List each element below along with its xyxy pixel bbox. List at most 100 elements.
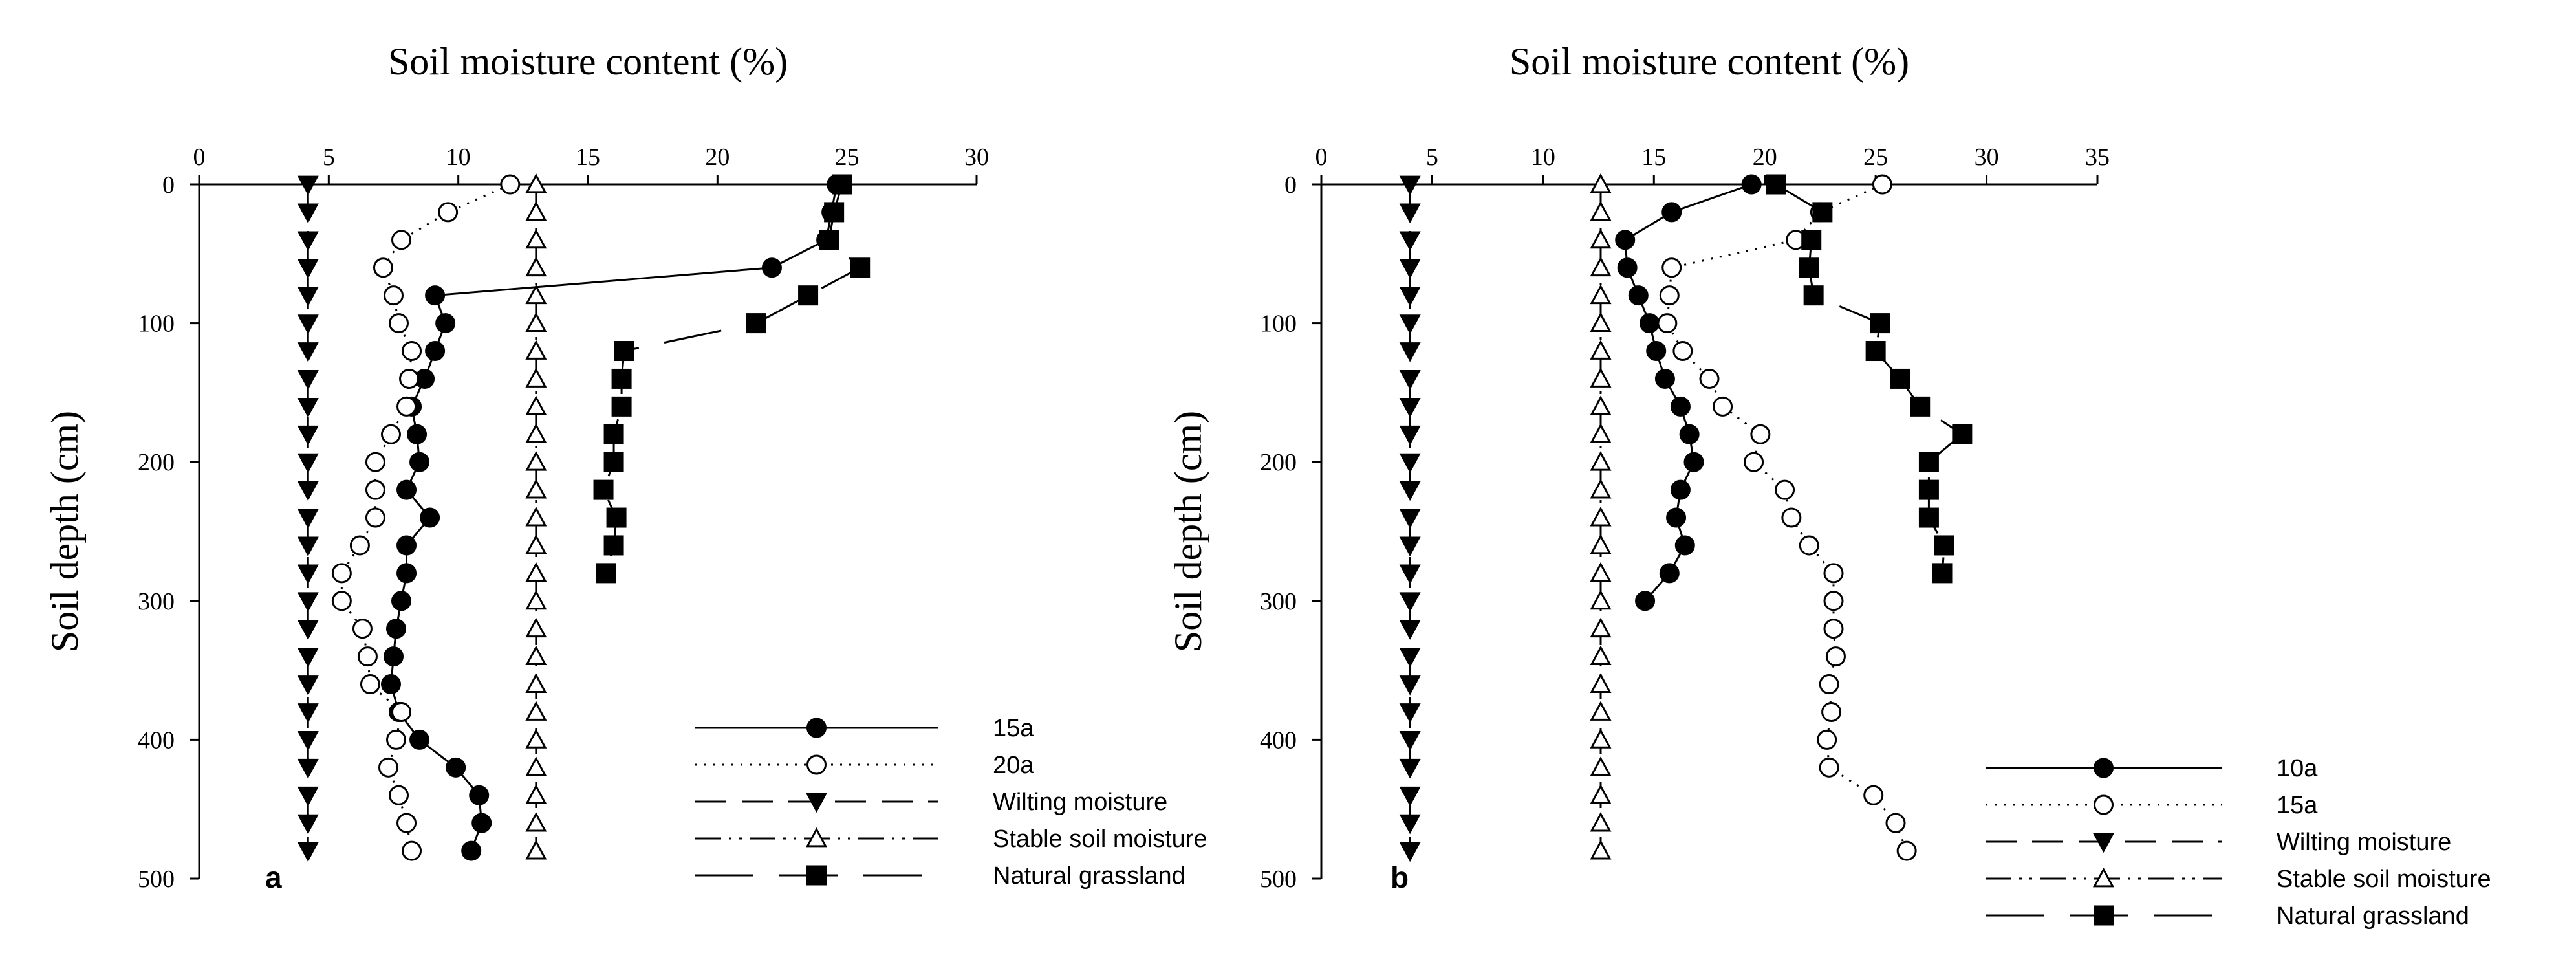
panel-b-series-15a-point: [1823, 619, 1844, 639]
panel-a-series-wilting-moisture-point: [297, 509, 319, 529]
panel-a-series-15a-point: [407, 424, 428, 444]
panel-b-y-tick-label: 500: [1260, 866, 1297, 893]
panel-b-series-stable-soil-moisture-point: [1590, 367, 1612, 388]
panel-b-series-10a-point: [1661, 202, 1682, 223]
panel-a-series-15a-point: [396, 563, 417, 584]
panel-a-series-15a-point: [425, 285, 446, 306]
panel-b-series-15a-point: [1819, 757, 1839, 778]
panel-a-series-20a-point: [389, 785, 409, 805]
panel-a-series-20a-point: [349, 535, 370, 556]
panel-a-series-20a-point: [331, 591, 352, 611]
panel-a-legend-wilting-moisture-marker: [805, 793, 828, 813]
panel-b-series-15a-point: [1699, 368, 1720, 389]
panel-b-series-natural-grassland-point: [1934, 535, 1954, 556]
panel-b-series-10a: [1615, 174, 1762, 611]
panel-b-series-10a-point: [1670, 479, 1691, 500]
panel-a-series-stable-soil-moisture-point: [525, 312, 547, 332]
panel-a-series-wilting-moisture-point: [297, 648, 319, 668]
panel-b-series-15a-point: [1817, 729, 1837, 750]
panel-a-series-stable-soil-moisture: [525, 173, 547, 860]
panel-b-series-natural-grassland-point: [1803, 285, 1824, 306]
panel-a-series-stable-soil-moisture-point: [525, 506, 547, 527]
panel-a-series-stable-soil-moisture-point: [525, 701, 547, 721]
panel-b-title: Soil moisture content (%): [1510, 40, 1909, 83]
panel-b-series-natural-grassland: [1766, 174, 1973, 584]
panel-a-x-tick-label: 20: [705, 144, 730, 171]
panel-a-series-20a-point: [391, 230, 412, 250]
panel-b-series-15a-point: [1819, 674, 1839, 695]
panel-b-series-15a-point: [1661, 257, 1682, 278]
panel-b-series-15a-point: [1750, 424, 1771, 444]
panel-a-series-stable-soil-moisture-point: [525, 340, 547, 360]
panel-a-series-stable-soil-moisture-point: [525, 228, 547, 249]
panel-a-series-stable-soil-moisture-point: [525, 395, 547, 415]
panel-a-series-wilting-moisture-point: [297, 675, 319, 696]
panel-b-legend-10a-label: 10a: [2277, 755, 2318, 782]
panel-b-series-natural-grassland-point: [1870, 313, 1890, 334]
panel-a-series-wilting-moisture-point: [297, 758, 319, 779]
panel-b-series-natural-grassland-point: [1952, 424, 1973, 444]
panel-a-series-natural-grassland-point: [850, 257, 871, 278]
panel-b-series-wilting-moisture-point: [1399, 342, 1421, 362]
panel-a-series-wilting-moisture-point: [297, 703, 319, 723]
panel-a-series-natural-grassland-point: [832, 174, 852, 195]
panel-b-series-wilting-moisture-point: [1399, 814, 1421, 835]
panel-a-series-stable-soil-moisture-point: [525, 451, 547, 471]
panel-b-series-wilting-moisture: [1399, 175, 1421, 862]
panel-a-series-natural-grassland-point: [746, 313, 766, 334]
panel-a-series-stable-soil-moisture-point: [525, 173, 547, 193]
panel-a-series-wilting-moisture-point: [297, 175, 319, 196]
panel-b-series-natural-grassland-point: [1932, 563, 1953, 584]
panel-b-series-natural-grassland-point: [1865, 341, 1886, 362]
panel-a-series-20a-point: [391, 701, 412, 722]
panel-b-series-15a-point: [1744, 452, 1764, 472]
panel-a-series-natural-grassland-point: [614, 341, 634, 362]
panel-a-x-tick-label: 10: [446, 144, 471, 171]
panel-a-series-15a-point: [469, 785, 490, 805]
panel-b-series-stable-soil-moisture-point: [1590, 701, 1612, 721]
panel-b-y-tick-label: 200: [1260, 449, 1297, 476]
panel-a-series-stable-soil-moisture-point: [525, 589, 547, 610]
panel-a-series-15a-point: [391, 591, 412, 611]
panel-b-series-stable-soil-moisture-point: [1590, 478, 1612, 499]
panel-a-series-20a-point: [360, 674, 380, 695]
panel-a-series-stable-soil-moisture-point: [525, 728, 547, 749]
panel-b-series-stable-soil-moisture-point: [1590, 256, 1612, 277]
panel-b-series-wilting-moisture-point: [1399, 481, 1421, 501]
panel-a-series-wilting-moisture-point: [297, 203, 319, 224]
panel-a: Soil moisture content (%) Soil depth (cm)…: [43, 40, 1207, 894]
panel-a-series-wilting-moisture-point: [297, 592, 319, 612]
panel-a-series-wilting-moisture: [297, 175, 319, 862]
panel-b-series-10a-point: [1635, 591, 1656, 611]
panel-a-series-20a-point: [384, 285, 404, 306]
panel-b-series-wilting-moisture-point: [1399, 509, 1421, 529]
panel-a-series-20a-point: [396, 813, 417, 833]
panel-b-series-stable-soil-moisture-point: [1590, 839, 1612, 860]
panel-b-series-stable-soil-moisture-point: [1590, 423, 1612, 443]
panel-a-series-wilting-moisture-point: [297, 620, 319, 640]
panel-b-series-wilting-moisture-point: [1399, 175, 1421, 196]
panel-a-series-natural-grassland-point: [611, 368, 632, 389]
panel-a-series-stable-soil-moisture-point: [525, 284, 547, 305]
panel-b-series-wilting-moisture-point: [1399, 203, 1421, 224]
panel-b-series-15a-point: [1713, 396, 1733, 417]
panel-b-legend-wilting-moisture-label: Wilting moisture: [2277, 829, 2451, 856]
panel-a-series-natural-grassland: [593, 174, 871, 584]
panel-a-series-stable-soil-moisture-point: [525, 256, 547, 277]
panel-a-series-15a-point: [761, 257, 782, 278]
panel-a-legend-20a-label: 20a: [993, 752, 1034, 779]
panel-a-series-stable-soil-moisture-point: [525, 812, 547, 832]
panel-a-series-wilting-moisture-point: [297, 481, 319, 501]
panel-b-series-stable-soil-moisture-point: [1590, 812, 1612, 832]
panel-b-series-15a-point: [1659, 285, 1680, 306]
panel-b-series-wilting-moisture-point: [1399, 703, 1421, 723]
panel-a-y-tick-label: 300: [138, 588, 175, 615]
panel-b-x-tick-label: 10: [1531, 144, 1555, 171]
panel-a-series-20a-point: [365, 507, 385, 528]
panel-b-x-tick-label: 5: [1426, 144, 1438, 171]
panel-b-series-10a-point: [1674, 535, 1695, 556]
panel-b-series-stable-soil-moisture-point: [1590, 756, 1612, 776]
panel-a-series-20a-point: [438, 202, 459, 223]
panel-a-series-20a-point: [399, 368, 420, 389]
